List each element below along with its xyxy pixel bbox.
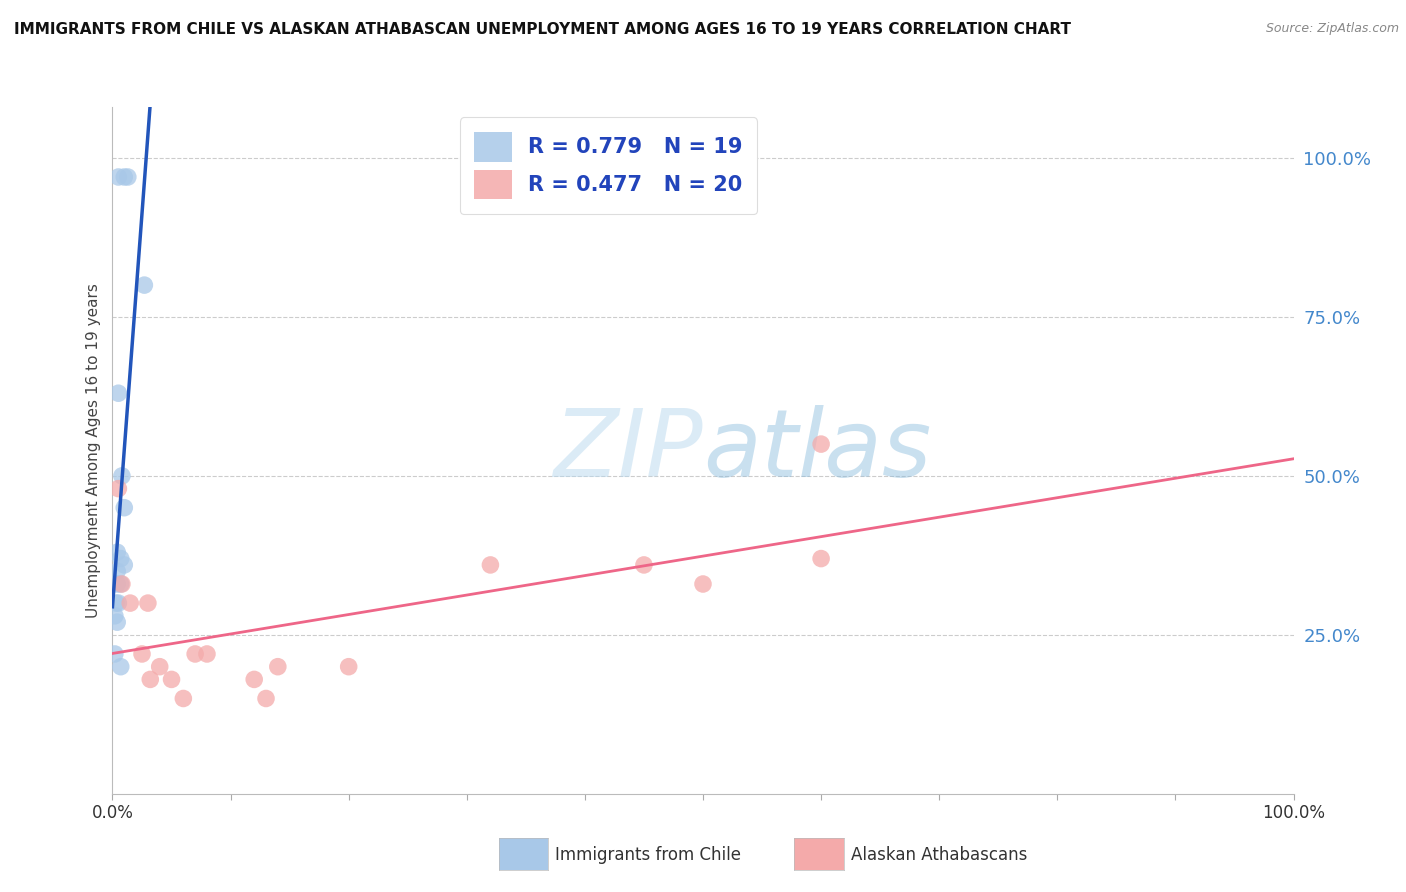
Point [195,647,218,661]
Point [105,596,128,610]
Text: atlas: atlas [703,405,931,496]
Point [267,659,290,673]
Legend: R = 0.779   N = 19, R = 0.477   N = 20: R = 0.779 N = 19, R = 0.477 N = 20 [460,118,758,214]
Point [139,673,162,687]
Text: Source: ZipAtlas.com: Source: ZipAtlas.com [1265,22,1399,36]
Point [112,500,135,515]
Point [107,386,129,401]
Point [112,169,135,184]
Text: Alaskan Athabascans: Alaskan Athabascans [851,846,1026,863]
Point [110,659,132,673]
Point [112,558,135,572]
Point [172,691,194,706]
Point [111,577,134,591]
Point [105,615,128,630]
Point [107,169,129,184]
Point [692,577,714,591]
Point [254,691,277,706]
Point [810,437,832,451]
Point [243,673,266,687]
Point [107,596,129,610]
Point [104,647,127,661]
Point [105,577,128,591]
Point [117,169,139,184]
Point [134,278,156,293]
Point [131,647,153,661]
Point [633,558,655,572]
Point [160,673,183,687]
Point [810,551,832,566]
Point [184,647,207,661]
Text: ZIP: ZIP [554,405,703,496]
Point [136,596,159,610]
Point [111,469,134,483]
Point [479,558,502,572]
Point [104,608,127,623]
Point [120,596,142,610]
Text: IMMIGRANTS FROM CHILE VS ALASKAN ATHABASCAN UNEMPLOYMENT AMONG AGES 16 TO 19 YEA: IMMIGRANTS FROM CHILE VS ALASKAN ATHABAS… [14,22,1071,37]
Point [149,659,172,673]
Text: Immigrants from Chile: Immigrants from Chile [555,846,741,863]
Point [110,551,132,566]
Y-axis label: Unemployment Among Ages 16 to 19 years: Unemployment Among Ages 16 to 19 years [86,283,101,618]
Point [337,659,360,673]
Point [110,577,132,591]
Point [105,545,128,559]
Point [105,564,128,578]
Point [107,482,129,496]
